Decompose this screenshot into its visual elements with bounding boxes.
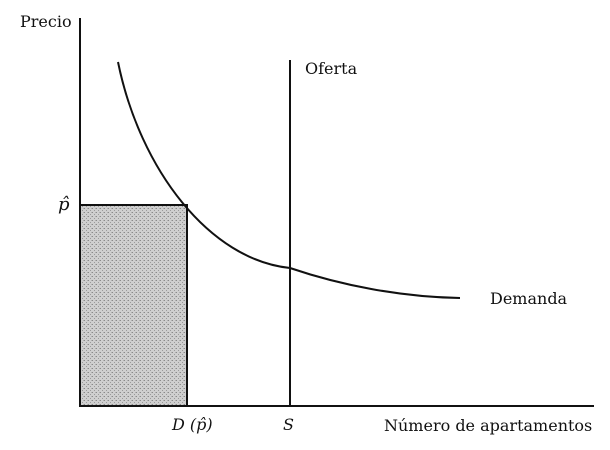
demand-curve-label: Demanda	[490, 289, 568, 308]
demand-at-price-label: D (p̂)	[171, 415, 213, 434]
demand-curve	[117, 61, 461, 299]
supply-curve-label: Oferta	[305, 59, 358, 78]
demand-at-price-suffix: )	[205, 415, 212, 434]
y-axis-label: Precio	[20, 12, 72, 31]
demand-at-price-prefix: D (	[171, 415, 197, 434]
demand-at-price-arg: p̂	[196, 415, 206, 434]
x-axis-label: Número de apartamentos	[384, 416, 592, 435]
supply-quantity-label: S	[283, 415, 294, 434]
price-label: p̂	[58, 194, 70, 215]
shaded-rectangle	[79, 204, 188, 407]
